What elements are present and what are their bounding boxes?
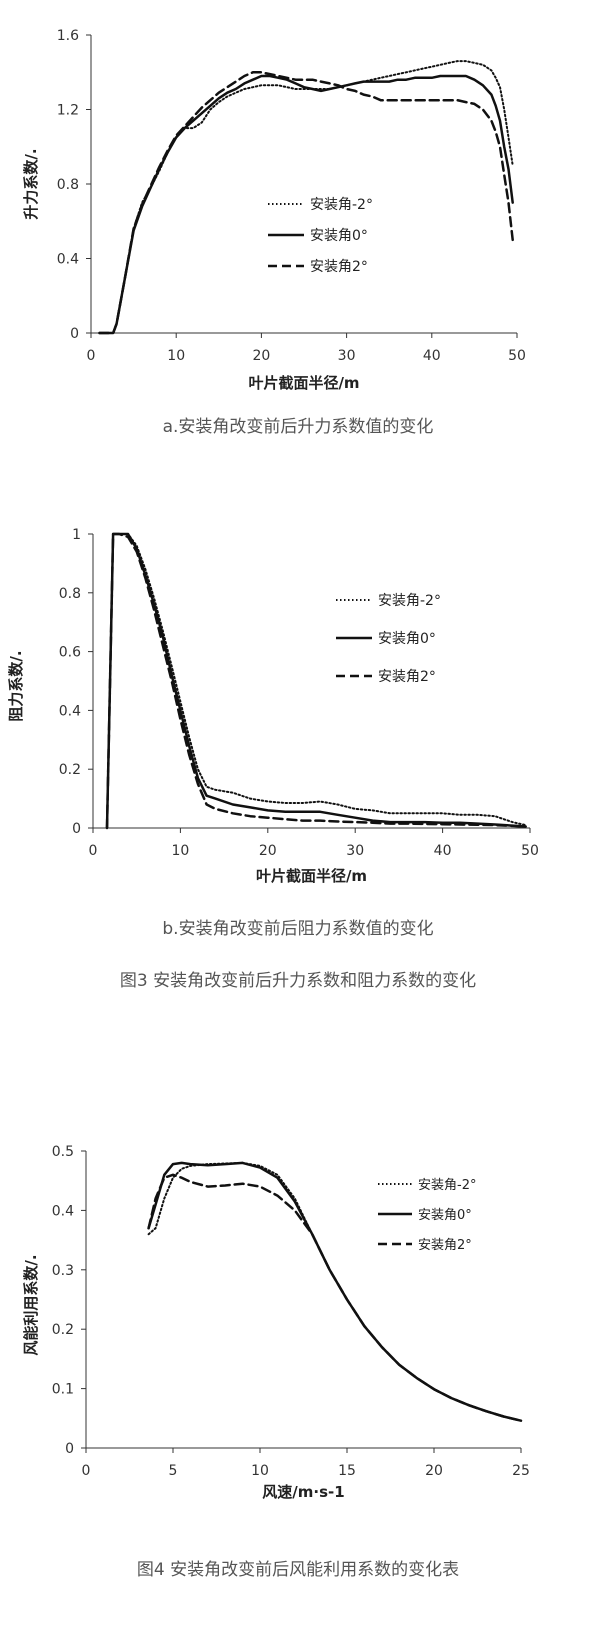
x-tick-label: 50 bbox=[521, 843, 539, 859]
x-tick-label: 0 bbox=[82, 1463, 91, 1479]
legend-label: 安装角2° bbox=[310, 259, 368, 275]
legend-label: 安装角2° bbox=[418, 1238, 472, 1253]
y-tick-label: 0 bbox=[65, 1441, 74, 1457]
x-tick-label: 20 bbox=[252, 348, 270, 364]
legend-label: 安装角-2° bbox=[378, 593, 441, 609]
series-line-solid bbox=[147, 1161, 523, 1422]
x-tick-label: 15 bbox=[338, 1463, 356, 1479]
legend-label: 安装角-2° bbox=[310, 197, 373, 213]
series-line-dotted bbox=[98, 60, 514, 334]
series-line-solid bbox=[105, 532, 527, 830]
x-tick-label: 0 bbox=[89, 843, 98, 859]
y-tick-label: 0.6 bbox=[59, 645, 81, 661]
y-axis-label: 升力系数/. bbox=[22, 148, 40, 219]
series-line-dotted bbox=[147, 1161, 522, 1422]
y-tick-label: 0.5 bbox=[52, 1144, 74, 1160]
y-tick-label: 0.8 bbox=[59, 586, 81, 602]
legend-label: 安装角2° bbox=[378, 669, 436, 685]
y-axis-label: 风能利用系数/. bbox=[22, 1254, 40, 1355]
y-tick-label: 1.6 bbox=[57, 28, 79, 44]
x-tick-label: 10 bbox=[251, 1463, 269, 1479]
y-tick-label: 0.3 bbox=[52, 1263, 74, 1279]
x-tick-label: 30 bbox=[346, 843, 364, 859]
figure3-caption: 图3 安装角改变前后升力系数和阻力系数的变化 bbox=[119, 971, 477, 991]
x-axis-label: 叶片截面半径/m bbox=[256, 867, 367, 885]
drag-coefficient-chart: 00.20.40.60.810 10 20 30 40 50叶片截面半径/m阻力系数/.安… bbox=[7, 527, 539, 885]
y-tick-label: 1.2 bbox=[57, 103, 79, 119]
legend-label: 安装角0° bbox=[378, 631, 436, 647]
legend-label: 安装角-2° bbox=[418, 1178, 476, 1193]
chart-a-caption: a.安装角改变前后升力系数值的变化 bbox=[162, 417, 434, 437]
y-tick-label: 0.4 bbox=[52, 1203, 74, 1219]
x-tick-label: 25 bbox=[512, 1463, 530, 1479]
series-line-dashed bbox=[147, 1173, 523, 1422]
y-tick-label: 0.4 bbox=[59, 703, 81, 719]
x-tick-label: 40 bbox=[423, 348, 441, 364]
y-tick-label: 0 bbox=[72, 821, 81, 837]
x-tick-label: 20 bbox=[259, 843, 277, 859]
figure4-caption: 图4 安装角改变前后风能利用系数的变化表 bbox=[136, 1560, 460, 1580]
y-axis-label: 阻力系数/. bbox=[7, 650, 25, 721]
y-tick-label: 0.1 bbox=[52, 1382, 74, 1398]
chart-b-caption: b.安装角改变前后阻力系数值的变化 bbox=[162, 919, 434, 939]
x-tick-label: 0 bbox=[87, 348, 96, 364]
x-axis-label: 风速/m·s-1 bbox=[262, 1483, 344, 1501]
y-tick-label: 0.8 bbox=[57, 177, 79, 193]
legend-label: 安装角0° bbox=[418, 1208, 472, 1223]
y-tick-label: 0.2 bbox=[59, 762, 81, 778]
x-tick-label: 20 bbox=[425, 1463, 443, 1479]
x-tick-label: 10 bbox=[167, 348, 185, 364]
x-tick-label: 50 bbox=[508, 348, 526, 364]
x-tick-label: 10 bbox=[171, 843, 189, 859]
x-tick-label: 40 bbox=[434, 843, 452, 859]
y-tick-label: 0 bbox=[70, 326, 79, 342]
x-axis-label: 叶片截面半径/m bbox=[248, 374, 359, 392]
series-line-dotted bbox=[106, 533, 527, 829]
lift-coefficient-chart: 0 0.4 0.8 1.2 1.6 0 10 20 30 40 50 叶片截面半径/m 升力系数/. 安装… bbox=[22, 28, 526, 392]
x-tick-label: 30 bbox=[338, 348, 356, 364]
wind-energy-utilization-chart: 0 0.1 0.2 0.3 0.4 0.5 0 5 10 15 20 25 风速/m·s-1 风能利用系数… bbox=[22, 1144, 530, 1501]
x-tick-label: 5 bbox=[169, 1463, 178, 1479]
legend-label: 安装角0° bbox=[310, 228, 368, 244]
series-line-dashed bbox=[98, 71, 514, 335]
y-tick-label: 1 bbox=[72, 527, 81, 543]
series-line-solid bbox=[98, 74, 514, 335]
y-tick-label: 0.4 bbox=[57, 252, 79, 268]
series-line-dashed bbox=[105, 532, 527, 830]
y-tick-label: 0.2 bbox=[52, 1322, 74, 1338]
